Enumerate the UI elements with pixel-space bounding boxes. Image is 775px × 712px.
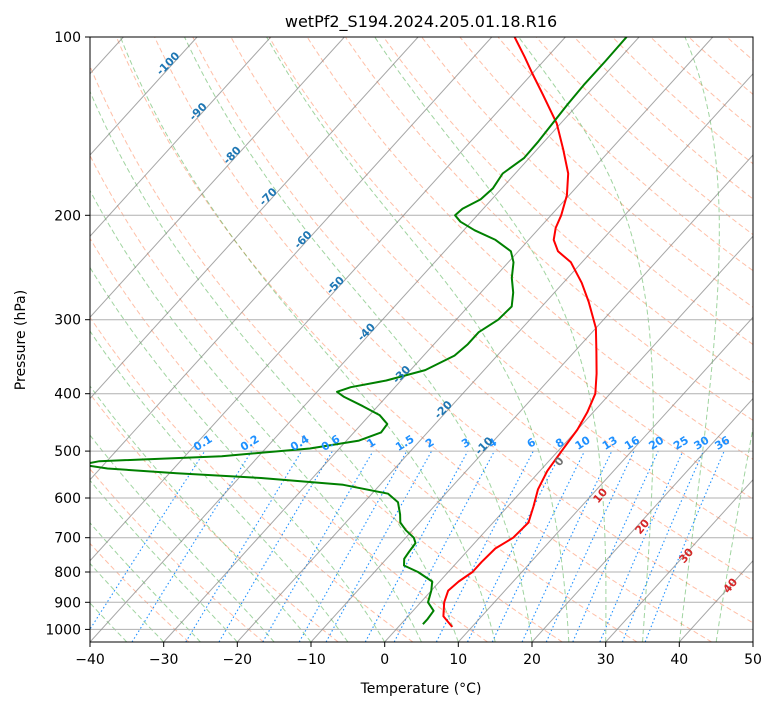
moist-adiabat-line — [69, 37, 458, 642]
moist-adiabat-line — [0, 37, 311, 642]
dry-adiabat-line — [0, 37, 413, 642]
isotherm-label: -80 — [221, 144, 244, 167]
moist-adiabat-label: 0 — [552, 454, 567, 468]
isotherm-line — [0, 37, 418, 642]
dry-adiabat-line — [536, 37, 775, 642]
x-tick-label: −20 — [223, 652, 253, 668]
moist-adiabat-line — [0, 37, 201, 642]
x-tick-label: 40 — [670, 652, 688, 668]
y-tick-label: 600 — [54, 491, 81, 507]
mixing-ratio-line — [492, 451, 584, 642]
y-tick-label: 500 — [54, 444, 81, 460]
isotherm-line — [532, 37, 775, 642]
dry-adiabat-line — [78, 37, 637, 642]
mixing-ratio-label: 0.6 — [319, 432, 343, 454]
isotherm-line — [458, 37, 775, 642]
isotherm-label: -100 — [154, 49, 183, 78]
isotherm-line — [237, 37, 775, 642]
y-tick-label: 300 — [54, 313, 81, 329]
mixing-ratio-line — [326, 451, 432, 642]
isotherms — [0, 37, 775, 642]
mixing-ratio-label: 3 — [459, 436, 472, 451]
mixing-ratio-lines — [82, 451, 724, 642]
isotherm-label: -40 — [355, 320, 378, 343]
isotherm-label: -70 — [257, 185, 280, 208]
y-axis-label: Pressure (hPa) — [13, 290, 29, 390]
dry-adiabat-line — [460, 37, 775, 642]
x-axis: −40 −30 −20 −10 0 10 20 30 40 50 — [75, 642, 762, 668]
dry-adiabat-line — [651, 37, 775, 642]
moist-adiabat-line — [0, 37, 385, 642]
isotherm-label: -30 — [390, 363, 413, 386]
moist-adiabat-line — [120, 37, 495, 642]
y-tick-label: 400 — [54, 387, 81, 403]
mixing-ratio-line — [468, 451, 562, 642]
profile-series — [82, 37, 627, 627]
mixing-ratio-label: 36 — [712, 433, 732, 452]
isotherm-line — [679, 37, 775, 642]
dry-adiabat-line — [0, 37, 264, 642]
mixing-ratio-label: 16 — [622, 433, 642, 452]
dry-adiabat-line — [613, 37, 775, 642]
x-tick-label: 50 — [744, 652, 762, 668]
dry-adiabat-line — [269, 37, 775, 642]
mixing-ratio-line — [573, 451, 658, 642]
x-tick-label: −40 — [75, 652, 105, 668]
x-tick-label: 0 — [380, 652, 389, 668]
y-tick-label: 700 — [54, 531, 81, 547]
plot-frame — [90, 37, 753, 642]
x-tick-label: −10 — [296, 652, 326, 668]
y-axis: 1000 900 800 700 600 500 400 300 200 100 — [45, 30, 90, 638]
x-tick-label: 20 — [523, 652, 541, 668]
isotherm-line — [385, 37, 775, 642]
mixing-ratio-line — [132, 451, 252, 642]
y-tick-label: 200 — [54, 208, 81, 224]
pressure-gridlines — [90, 37, 753, 629]
y-tick-label: 1000 — [45, 622, 81, 638]
x-tick-label: 30 — [597, 652, 615, 668]
dry-adiabat-line — [422, 37, 775, 642]
temperature-profile — [443, 37, 596, 627]
dry-adiabat-line — [727, 37, 775, 642]
dewpoint-profile — [82, 37, 627, 624]
isotherm-line — [0, 37, 271, 642]
x-tick-label: 10 — [449, 652, 467, 668]
moist-adiabat-line — [0, 37, 274, 642]
isotherm-label: -60 — [291, 228, 314, 251]
moist-adiabat-label: 30 — [676, 545, 696, 565]
chart-title: wetPf2_S194.2024.205.01.18.R16 — [285, 12, 557, 32]
mixing-ratio-line — [365, 451, 468, 642]
mixing-ratio-line — [600, 451, 683, 642]
mixing-ratio-label: 1 — [365, 436, 378, 451]
isotherm-label: -90 — [187, 100, 210, 123]
dry-adiabat-line — [574, 37, 775, 642]
moist-adiabat-line — [267, 37, 569, 642]
isotherm-label: -20 — [432, 398, 455, 421]
isotherm-line — [16, 37, 565, 642]
mixing-ratio-label: 30 — [692, 433, 712, 452]
mixing-ratio-label: 20 — [646, 433, 666, 452]
y-tick-label: 900 — [54, 595, 81, 611]
dry-adiabat-line — [765, 37, 775, 642]
moist-adiabat-line — [0, 37, 348, 642]
dry-adiabat-line — [384, 37, 775, 642]
x-axis-label: Temperature (°C) — [360, 681, 482, 697]
y-tick-label: 800 — [54, 565, 81, 581]
isotherm-line — [753, 37, 775, 642]
y-tick-label: 100 — [54, 30, 81, 46]
dry-adiabat-line — [689, 37, 775, 642]
mixing-ratio-line — [546, 451, 634, 642]
mixing-ratio-label: 10 — [573, 433, 593, 452]
mixing-ratio-label: 25 — [671, 434, 691, 453]
x-tick-label: −30 — [149, 652, 179, 668]
